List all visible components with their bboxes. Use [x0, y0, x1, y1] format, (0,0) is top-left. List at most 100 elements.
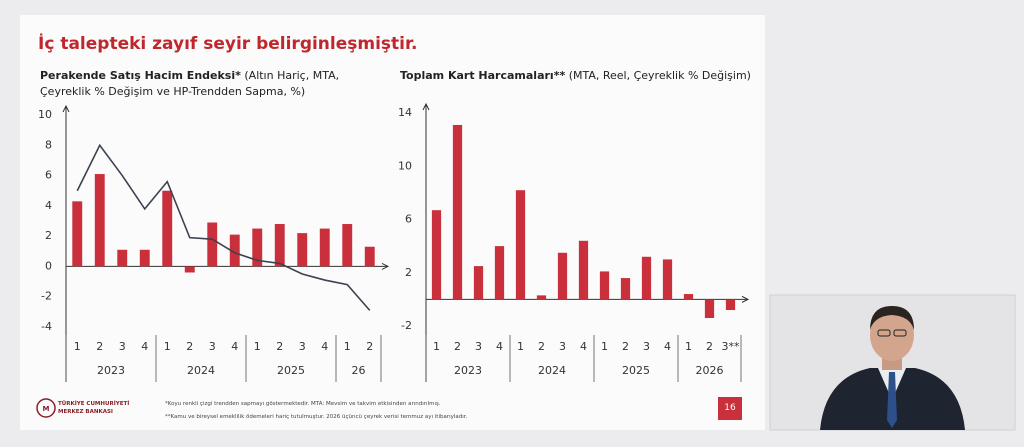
logo-mark: M: [36, 398, 56, 418]
x-tick-label: 4: [321, 340, 328, 353]
x-tick-label: 2: [186, 340, 193, 353]
slide-title: İç talepteki zayıf seyir belirginleşmişt…: [38, 34, 418, 54]
bar: [599, 271, 610, 300]
bar: [536, 295, 547, 300]
bar: [274, 224, 285, 267]
y-tick-label: 2: [405, 266, 412, 279]
x-tick-label: 3: [559, 340, 566, 353]
x-tick-label: 2: [96, 340, 103, 353]
x-tick-label: 2: [706, 340, 713, 353]
y-tick-label: 10: [38, 108, 52, 121]
bar: [207, 222, 218, 267]
bar: [704, 299, 715, 319]
y-tick-label: -2: [401, 319, 412, 332]
line: [76, 143, 371, 311]
year-label: 2024: [538, 364, 566, 377]
x-tick-label: 3**: [722, 340, 740, 353]
x-tick-label: 1: [685, 340, 692, 353]
bar: [431, 210, 442, 300]
x-tick-label: 1: [164, 340, 171, 353]
x-tick-label: 3: [299, 340, 306, 353]
x-tick-label: 1: [517, 340, 524, 353]
year-label: 2023: [454, 364, 482, 377]
x-tick-label: 2: [622, 340, 629, 353]
chart-title: Toplam Kart Harcamaları**: [400, 69, 566, 82]
year-label: 2024: [187, 364, 215, 377]
y-tick-label: -4: [41, 320, 52, 333]
y-tick-label: -2: [41, 290, 52, 303]
bar: [578, 240, 589, 300]
y-tick-label: 14: [398, 106, 412, 119]
x-tick-label: 1: [74, 340, 81, 353]
x-tick-label: 4: [580, 340, 587, 353]
bar: [452, 124, 463, 300]
bar: [364, 246, 375, 267]
x-tick-label: 2: [454, 340, 461, 353]
x-tick-label: 3: [209, 340, 216, 353]
x-tick-label: 3: [475, 340, 482, 353]
chart-heading: Perakende Satış Hacim Endeksi* (Altın Ha…: [40, 68, 340, 100]
x-tick-label: 2: [538, 340, 545, 353]
x-tick-label: 1: [433, 340, 440, 353]
bar: [725, 299, 736, 311]
footnote: *Koyu renkli çizgi trendden sapmayı göst…: [165, 401, 441, 407]
y-tick-label: 4: [45, 199, 52, 212]
y-tick-label: 6: [45, 169, 52, 182]
bar: [162, 190, 173, 267]
svg-text:M: M: [43, 405, 50, 413]
bar: [297, 233, 308, 267]
year-label: 2025: [277, 364, 305, 377]
chart-subtitle: (MTA, Reel, Çeyreklik % Değişim): [568, 69, 751, 82]
axis-arrow: [422, 102, 430, 111]
year-label: 2026: [696, 364, 724, 377]
bar: [620, 278, 631, 300]
bar: [72, 201, 83, 267]
x-tick-label: 1: [601, 340, 608, 353]
x-tick-label: 1: [254, 340, 261, 353]
bar: [641, 256, 652, 300]
logo-text: TÜRKİYE CUMHURİYETİ: [58, 401, 130, 407]
x-tick-label: 1: [344, 340, 351, 353]
bar: [494, 246, 505, 300]
x-tick-label: 3: [119, 340, 126, 353]
x-tick-label: 2: [366, 340, 373, 353]
x-tick-label: 4: [141, 340, 148, 353]
y-tick-label: 10: [398, 159, 412, 172]
year-label: 26: [352, 364, 366, 377]
bar: [252, 228, 263, 267]
bar: [319, 228, 330, 267]
axis-arrow: [741, 295, 750, 303]
chart-subtitle: (Altın Hariç, MTA, Çeyreklik % Değişim v…: [40, 69, 340, 98]
bar: [662, 259, 673, 300]
x-tick-label: 4: [664, 340, 671, 353]
y-tick-label: 2: [45, 229, 52, 242]
logo-text: MERKEZ BANKASI: [58, 409, 113, 415]
bar: [117, 249, 128, 267]
bar: [473, 266, 484, 300]
y-tick-label: 0: [45, 259, 52, 272]
footnote: **Kamu ve bireysel emeklilik ödemeleri h…: [165, 414, 468, 420]
x-tick-label: 4: [496, 340, 503, 353]
x-tick-label: 3: [643, 340, 650, 353]
bar: [557, 252, 568, 300]
bar: [229, 234, 240, 267]
logo: TÜRKİYE CUMHURİYETİ MERKEZ BANKASI: [58, 400, 129, 416]
bar: [342, 224, 353, 267]
axis-arrow: [381, 262, 390, 270]
x-tick-label: 4: [231, 340, 238, 353]
page-number: 16: [718, 397, 742, 420]
bar: [515, 190, 526, 300]
bar: [94, 174, 105, 267]
bar: [139, 249, 150, 267]
chart-title: Perakende Satış Hacim Endeksi*: [40, 69, 241, 82]
bar: [184, 266, 195, 273]
year-label: 2023: [97, 364, 125, 377]
x-tick-label: 2: [276, 340, 283, 353]
video-inset: [769, 294, 1016, 431]
chart-heading: Toplam Kart Harcamaları** (MTA, Reel, Çe…: [400, 68, 770, 84]
axis-arrow: [62, 104, 70, 113]
year-label: 2025: [622, 364, 650, 377]
slide: [20, 15, 765, 430]
